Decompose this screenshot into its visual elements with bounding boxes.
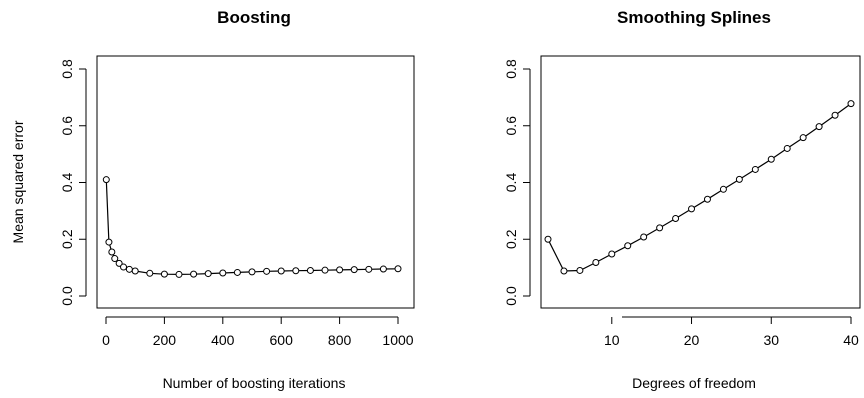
- boosting-data-point: [120, 263, 128, 271]
- boosting-data-point: [160, 270, 168, 278]
- boosting-data-point: [306, 266, 314, 274]
- boosting-x-tick-label: 200: [153, 332, 177, 348]
- boosting-title: Boosting: [217, 8, 291, 27]
- boosting-data-point: [175, 270, 183, 278]
- boosting-x-tick-label: 800: [328, 332, 352, 348]
- splines-title: Smoothing Splines: [617, 8, 771, 27]
- boosting-y-tick-label: 0.0: [59, 286, 75, 306]
- splines-x-tick-label: 10: [604, 332, 620, 348]
- splines-x-tick-label: 20: [684, 332, 700, 348]
- boosting-data-point: [125, 265, 133, 273]
- boosting-series: [102, 176, 402, 278]
- splines-data-point: [767, 155, 775, 163]
- splines-data-point: [560, 267, 568, 275]
- splines-data-point: [544, 235, 552, 243]
- boosting-data-point: [277, 267, 285, 275]
- boosting-data-point: [108, 248, 116, 256]
- boosting-data-point: [204, 270, 212, 278]
- boosting-y-tick-label: 0.2: [59, 229, 75, 249]
- splines-y-tick-label: 0.4: [503, 173, 519, 193]
- splines-y-tick-label: 0.0: [503, 286, 519, 306]
- boosting-data-point: [248, 268, 256, 276]
- splines-x-tick-label: 40: [843, 332, 859, 348]
- splines-axes: 0.0 0.2 0.4 0.6 0.8 10 20 30 40: [503, 59, 859, 348]
- boosting-data-point: [321, 266, 329, 274]
- smoothing-splines-panel: Smoothing Splines Degrees of freedom 0.0…: [503, 8, 861, 391]
- boosting-data-point: [146, 269, 154, 277]
- boosting-data-point: [263, 267, 271, 275]
- splines-xlabel: Degrees of freedom: [632, 375, 756, 391]
- splines-series: [544, 100, 855, 275]
- boosting-data-point: [115, 259, 123, 267]
- splines-data-point: [799, 134, 807, 142]
- splines-data-point: [719, 185, 727, 193]
- splines-data-point: [688, 205, 696, 213]
- splines-plot-frame: [540, 55, 861, 309]
- splines-data-point: [751, 165, 759, 173]
- splines-data-point: [847, 100, 855, 108]
- splines-data-point: [624, 242, 632, 250]
- splines-data-point: [783, 144, 791, 152]
- boosting-ylabel: Mean squared error: [10, 120, 26, 243]
- splines-y-tick-label: 0.8: [503, 59, 519, 79]
- splines-data-point: [576, 266, 584, 274]
- boosting-y-tick-label: 0.4: [59, 173, 75, 193]
- boosting-x-tick-label: 600: [270, 332, 294, 348]
- boosting-data-point: [102, 176, 110, 184]
- boosting-series-line: [105, 179, 399, 276]
- boosting-data-point: [365, 265, 373, 273]
- boosting-data-point: [336, 266, 344, 274]
- boosting-xlabel: Number of boosting iterations: [163, 375, 346, 391]
- splines-data-point: [656, 224, 664, 232]
- boosting-data-point: [131, 267, 139, 275]
- boosting-x-tick-label: 1000: [382, 332, 413, 348]
- splines-data-point: [672, 215, 680, 223]
- splines-data-point: [640, 233, 648, 241]
- boosting-data-point: [105, 238, 113, 246]
- splines-y-tick-label: 0.6: [503, 116, 519, 136]
- boosting-y-tick-label: 0.8: [59, 59, 75, 79]
- boosting-panel: Boosting Mean squared error Number of bo…: [10, 8, 415, 391]
- boosting-data-point: [350, 266, 358, 274]
- splines-series-line: [547, 103, 852, 272]
- boosting-plot-frame: [96, 55, 415, 309]
- splines-data-point: [592, 259, 600, 267]
- boosting-x-tick-label: 400: [211, 332, 235, 348]
- splines-data-point: [608, 250, 616, 258]
- splines-y-tick-label: 0.2: [503, 229, 519, 249]
- boosting-axes: 0.0 0.2 0.4 0.6 0.8 0 200 400 600 800 1000: [59, 59, 414, 348]
- boosting-data-point: [233, 268, 241, 276]
- splines-data-point: [815, 123, 823, 131]
- splines-x-tick-label: 30: [763, 332, 779, 348]
- splines-data-point: [831, 111, 839, 119]
- splines-data-point: [703, 195, 711, 203]
- boosting-data-point: [111, 255, 119, 263]
- boosting-data-point: [394, 265, 402, 273]
- boosting-data-point: [219, 269, 227, 277]
- boosting-data-point: [379, 265, 387, 273]
- boosting-x-tick-label: 0: [102, 332, 110, 348]
- boosting-y-tick-label: 0.6: [59, 116, 75, 136]
- boosting-data-point: [190, 270, 198, 278]
- splines-data-point: [735, 175, 743, 183]
- boosting-data-point: [292, 267, 300, 275]
